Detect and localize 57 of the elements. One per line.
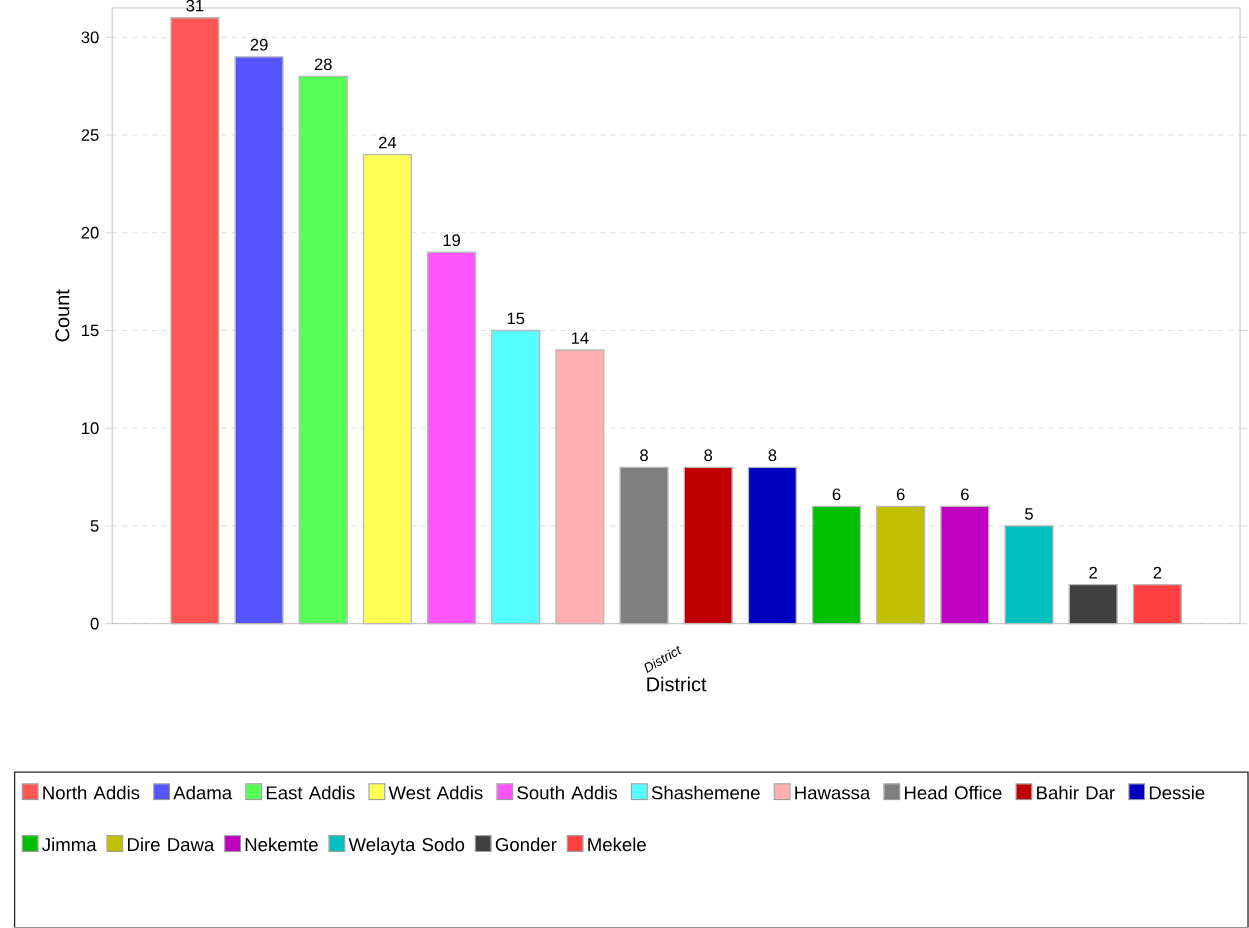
- bar: [747, 466, 797, 625]
- data-label: 8: [768, 449, 777, 462]
- legend-label: Nekemte: [245, 837, 318, 852]
- y-tick-label: 10: [82, 422, 99, 435]
- data-label: 29: [250, 39, 268, 51]
- y-tick-label: 15: [82, 324, 99, 337]
- bar: [683, 466, 733, 625]
- x-axis-title: District: [647, 676, 707, 692]
- data-label: 15: [507, 312, 525, 325]
- bar: [426, 251, 477, 625]
- legend-label: Head Office: [905, 785, 1002, 800]
- data-label: 5: [1025, 508, 1033, 520]
- legend-label: Welayta Sodo: [348, 837, 465, 856]
- legend-label: North Addis: [43, 785, 140, 800]
- legend-label: South Addis: [517, 785, 618, 800]
- legend-label: East Addis: [266, 785, 355, 800]
- legend-label: Dire Dawa: [128, 837, 215, 852]
- data-label: 24: [379, 136, 397, 149]
- bar: [811, 505, 862, 625]
- data-label: 6: [961, 488, 969, 501]
- data-label: 6: [832, 488, 841, 501]
- legend-label: Bahir Dar: [1037, 785, 1115, 800]
- data-label: 28: [314, 58, 332, 71]
- y-tick-label: 30: [81, 31, 99, 44]
- legend-label: Adama: [173, 785, 233, 800]
- bar: [940, 505, 990, 625]
- data-label: 8: [640, 449, 648, 462]
- y-tick-label: 0: [90, 618, 99, 630]
- bar: [1068, 584, 1118, 625]
- legend-label: Shashemene: [651, 785, 760, 800]
- y-tick-label: 25: [81, 129, 99, 142]
- data-label: 14: [571, 332, 589, 345]
- data-label: 19: [443, 234, 461, 247]
- bar: [362, 154, 412, 625]
- bar: [876, 505, 926, 625]
- bar: [234, 56, 284, 625]
- bar: [491, 330, 541, 625]
- legend-label: Jimma: [42, 837, 97, 852]
- y-axis-title: Count: [55, 289, 70, 342]
- data-label: 2: [1153, 567, 1162, 579]
- legend-label: West Addis: [388, 785, 483, 800]
- bar: [1132, 584, 1182, 625]
- y-tick-label: 5: [90, 520, 99, 532]
- legend-label: Mekele: [588, 837, 646, 852]
- bar: [1004, 525, 1054, 625]
- bar: [170, 17, 220, 625]
- legend-label: Hawassa: [795, 786, 871, 800]
- data-label: 6: [896, 488, 905, 501]
- legend-label: Gonder: [495, 837, 557, 852]
- bar: [619, 466, 669, 625]
- bar: [555, 349, 605, 625]
- y-tick-label: 20: [81, 227, 99, 239]
- legend-label: Dessie: [1149, 785, 1205, 800]
- data-label: 31: [186, 0, 204, 12]
- data-label: 2: [1089, 567, 1097, 579]
- data-label: 8: [704, 449, 713, 462]
- bar: [298, 75, 348, 625]
